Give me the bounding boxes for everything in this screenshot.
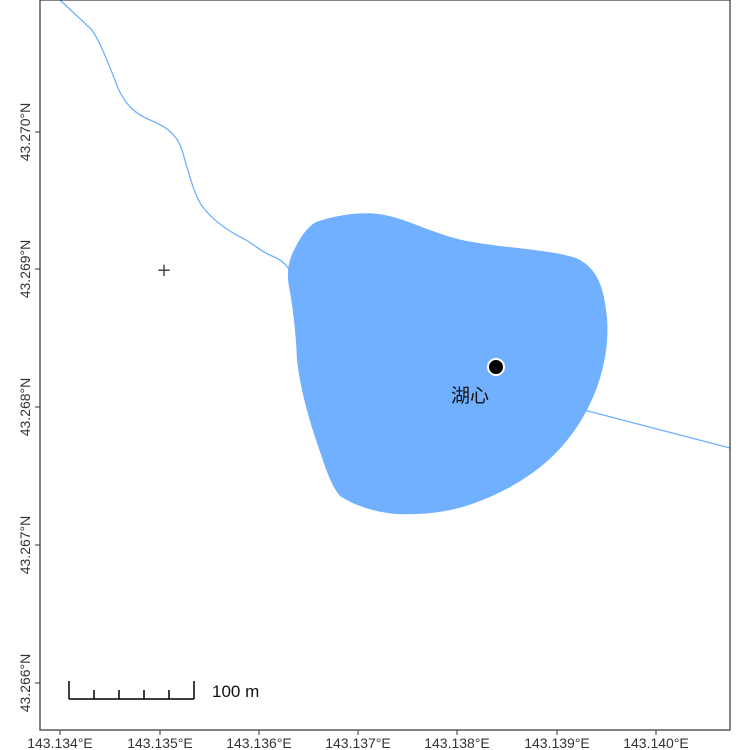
x-tick-label: 143.135°E xyxy=(127,735,193,750)
stream-inflow xyxy=(59,0,290,270)
x-tick-label: 143.134°E xyxy=(27,735,93,750)
x-tick-label: 143.136°E xyxy=(226,735,292,750)
lake-polygon xyxy=(287,213,608,515)
stream-outflow xyxy=(583,409,731,449)
lake-center-point[interactable] xyxy=(487,358,505,376)
x-axis: 143.134°E 143.135°E 143.136°E 143.137°E … xyxy=(27,730,689,750)
map-frame xyxy=(39,0,731,731)
x-tick-label: 143.137°E xyxy=(325,735,391,750)
x-tick-label: 143.140°E xyxy=(623,735,689,750)
y-tick-label: 43.267°N xyxy=(17,516,33,575)
cross-marker: + xyxy=(156,260,171,281)
scale-bar: 100 m xyxy=(68,681,259,701)
y-tick-label: 43.269°N xyxy=(17,240,33,299)
y-tick-label: 43.268°N xyxy=(17,378,33,437)
x-tick-label: 143.138°E xyxy=(424,735,490,750)
y-axis: 43.270°N 43.269°N 43.268°N 43.267°N 43.2… xyxy=(17,103,40,713)
lake-center-label: 湖心 xyxy=(451,385,489,407)
scale-bar-label: 100 m xyxy=(212,682,259,701)
y-tick-label: 43.270°N xyxy=(17,103,33,162)
x-tick-label: 143.139°E xyxy=(524,735,590,750)
y-tick-label: 43.266°N xyxy=(17,654,33,713)
